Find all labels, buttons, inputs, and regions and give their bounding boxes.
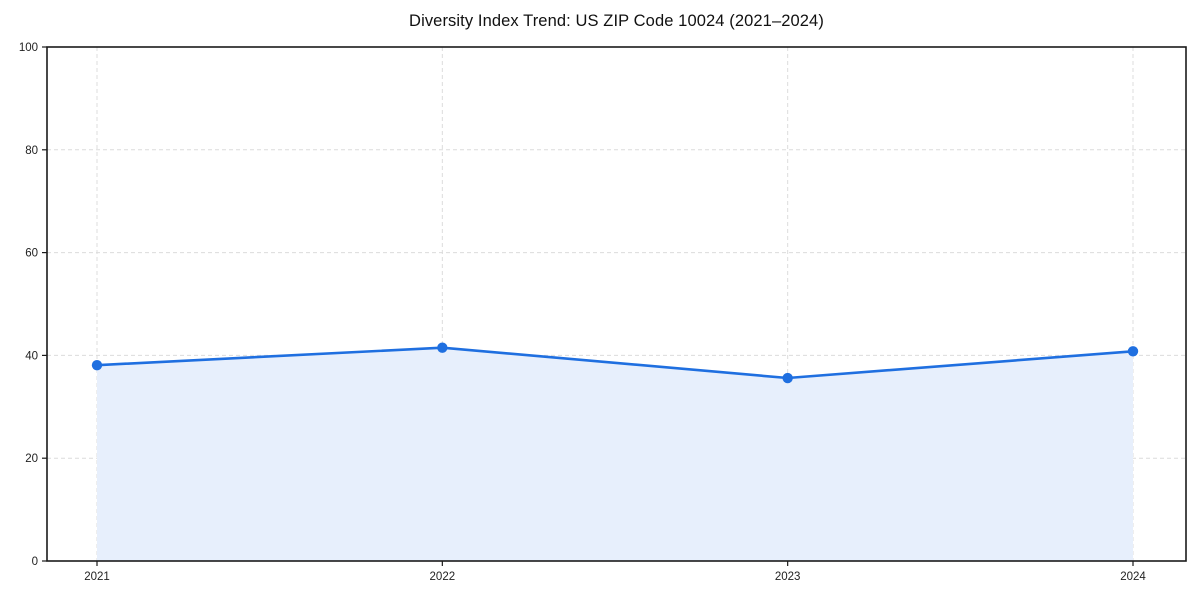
data-point-2023	[782, 372, 793, 384]
x-axis-tick-label: 2022	[430, 571, 456, 583]
y-axis-tick-label: 60	[25, 248, 38, 260]
y-axis-tick-label: 20	[25, 453, 38, 465]
y-axis-tick-label: 0	[32, 556, 38, 568]
plot-border	[46, 46, 1187, 562]
y-axis-tick-label: 100	[19, 42, 38, 54]
x-axis-tick-label: 2023	[775, 571, 801, 583]
data-point-2024	[1127, 346, 1139, 357]
y-axis-tick-label: 80	[25, 145, 38, 157]
y-axis-tick-label: 40	[25, 350, 38, 362]
chart-title: Diversity Index Trend: US ZIP Code 10024…	[409, 12, 824, 30]
series-line	[95, 346, 1135, 380]
series-area-fill	[97, 347, 1133, 561]
x-axis-tick-label: 2024	[1120, 571, 1146, 583]
data-point-2021	[91, 359, 103, 371]
data-point-2022	[437, 342, 448, 353]
x-axis-tick-label: 2021	[84, 571, 110, 583]
